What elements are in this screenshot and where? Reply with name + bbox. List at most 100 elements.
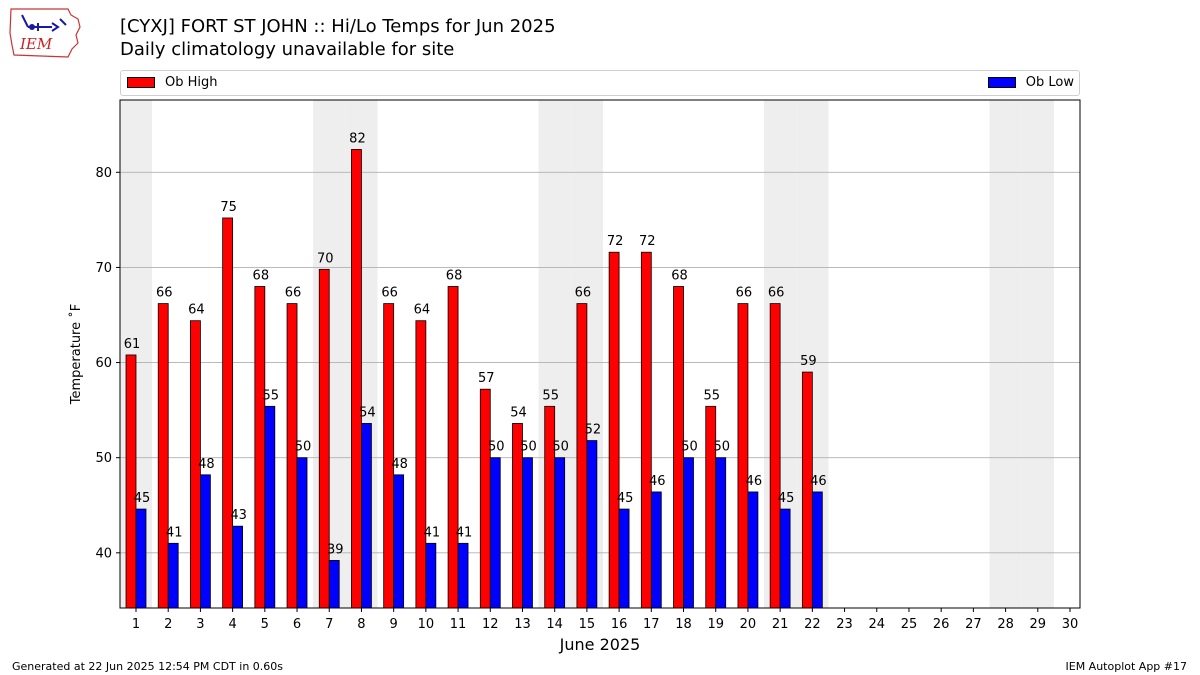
bar-ob-high [544, 405, 556, 609]
bar-value-label: 82 [349, 131, 366, 146]
x-tick-label: 14 [546, 617, 563, 632]
plot-frame [119, 99, 1081, 609]
bar-ob-high [608, 251, 620, 609]
x-tick-label: 6 [293, 617, 301, 632]
y-tick-label: 80 [95, 166, 112, 181]
x-tick-label: 27 [965, 617, 982, 632]
bar-value-label: 45 [617, 491, 634, 506]
bar-value-label: 66 [156, 286, 173, 301]
bar-value-label: 61 [124, 337, 141, 352]
bar-value-label: 50 [713, 440, 730, 455]
x-tick-label: 21 [772, 617, 789, 632]
bar-ob-low [586, 440, 598, 609]
bar-ob-low [715, 457, 727, 609]
weather-station-icon [21, 14, 67, 32]
y-tick-label: 70 [95, 261, 112, 276]
x-tick-label: 3 [196, 617, 204, 632]
x-tick-label: 12 [482, 617, 499, 632]
bar-value-label: 41 [424, 525, 441, 540]
x-tick-label: 17 [643, 617, 660, 632]
legend-swatch-ob-high [127, 77, 155, 88]
x-tick-label: 22 [804, 617, 821, 632]
bar-ob-low [296, 457, 308, 609]
x-tick-label: 24 [868, 617, 885, 632]
bar-value-label: 50 [681, 440, 698, 455]
x-tick-label: 23 [836, 617, 853, 632]
bar-ob-low [522, 457, 533, 609]
bar-value-label: 50 [295, 440, 312, 455]
bar-ob-low [361, 423, 372, 609]
bar-ob-low [779, 508, 791, 609]
bar-value-label: 75 [220, 200, 237, 215]
x-tick-label: 28 [997, 617, 1014, 632]
bar-ob-high [769, 303, 781, 609]
x-tick-label: 29 [1030, 617, 1047, 632]
legend-item-ob-high: Ob High [127, 75, 218, 90]
bar-value-label: 52 [585, 423, 602, 438]
x-tick-label: 15 [579, 617, 596, 632]
bar-ob-high [254, 286, 266, 609]
x-axis-label: June 2025 [559, 635, 641, 654]
chart-subtitle: Daily climatology unavailable for site [120, 39, 455, 60]
bar-value-label: 72 [639, 234, 656, 249]
bars [125, 149, 823, 609]
x-tick-label: 16 [611, 617, 628, 632]
legend: Ob High Ob Low [120, 70, 1080, 96]
bar-ob-low [811, 491, 823, 609]
bar-ob-high [705, 405, 717, 609]
bar-ob-high [351, 149, 362, 609]
bar-value-label: 46 [810, 474, 827, 489]
bar-value-label: 68 [253, 268, 270, 283]
bar-ob-low [393, 474, 405, 609]
bar-ob-low [200, 474, 211, 609]
bar-value-label: 54 [359, 405, 376, 420]
gridlines [120, 171, 1080, 554]
bar-value-label: 48 [391, 457, 408, 472]
x-tick-label: 1 [132, 617, 140, 632]
bar-ob-high [737, 303, 749, 609]
x-tick-label: 5 [261, 617, 269, 632]
x-tick-label: 25 [901, 617, 918, 632]
bar-ob-high [286, 303, 298, 609]
x-tick-label: 11 [450, 617, 467, 632]
bar-value-label: 41 [166, 525, 183, 540]
legend-label-ob-high: Ob High [165, 75, 218, 90]
bar-value-label: 66 [381, 286, 398, 301]
bar-value-label: 59 [800, 354, 817, 369]
bar-ob-high [125, 354, 137, 609]
bar-ob-low [618, 508, 630, 609]
weekend-band [1021, 100, 1054, 608]
bar-value-label: 45 [778, 491, 795, 506]
bar-value-label: 66 [285, 286, 302, 301]
x-tick-label: 4 [228, 617, 236, 632]
y-tick-label: 50 [95, 451, 112, 466]
bar-value-label: 68 [446, 268, 463, 283]
x-tick-label: 7 [325, 617, 333, 632]
x-tick-label: 30 [1062, 617, 1079, 632]
x-tick-label: 10 [418, 617, 435, 632]
bar-value-label: 54 [510, 405, 527, 420]
x-tick-label: 2 [164, 617, 172, 632]
bar-value-label: 43 [230, 508, 247, 523]
legend-item-ob-low: Ob Low [987, 75, 1074, 90]
bar-value-label: 50 [552, 440, 569, 455]
bar-ob-low [489, 457, 501, 609]
bar-ob-low [683, 457, 694, 609]
bar-ob-low [167, 542, 179, 609]
x-axis-ticks: 1 2 3 4 5 6 7 8 9 10 11 12 13 14 15 16 17 18 19 20 21 22 23 24 2… [132, 608, 1078, 632]
legend-swatch-ob-low [987, 77, 1016, 88]
y-axis-ticks: 40 50 60 70 80 [95, 166, 120, 561]
bar-ob-high [222, 217, 234, 609]
legend-label-ob-low: Ob Low [1025, 75, 1074, 90]
bar-ob-low [232, 525, 244, 609]
bar-value-label: 72 [607, 234, 624, 249]
bar-ob-low [264, 405, 276, 609]
bar-value-label: 48 [198, 457, 215, 472]
bar-ob-high [801, 371, 813, 609]
bar-ob-low [328, 560, 340, 609]
bar-ob-high [447, 286, 459, 609]
bar-value-label: 55 [542, 388, 559, 403]
bar-ob-high [576, 303, 588, 609]
bar-ob-high [383, 303, 395, 609]
x-tick-label: 26 [933, 617, 950, 632]
